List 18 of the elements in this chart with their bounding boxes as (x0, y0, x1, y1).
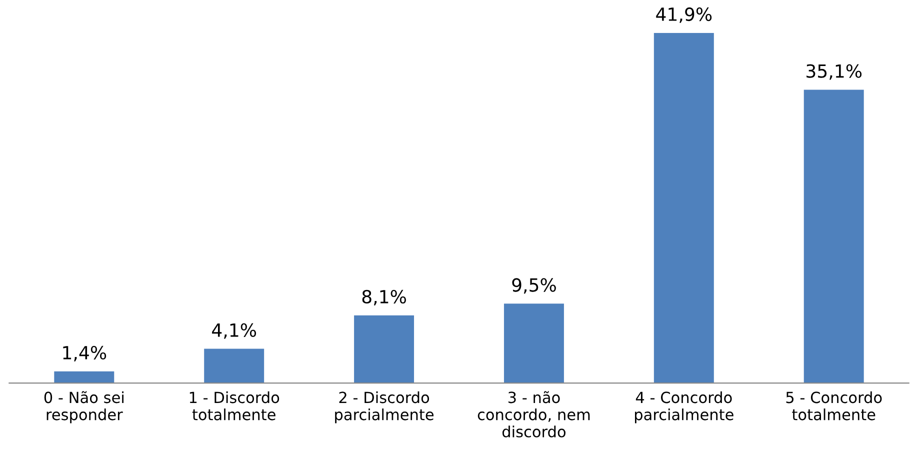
data-label: 35,1% (806, 64, 862, 80)
data-label: 4,1% (212, 323, 256, 339)
x-tick-label: 4 - Concordo parcialmente (634, 391, 734, 424)
bar (504, 304, 564, 384)
data-label: 1,4% (63, 346, 106, 362)
bar (354, 315, 414, 384)
data-label: 41,9% (656, 7, 712, 23)
x-tick-label: 2 - Discordo parcialmente (335, 391, 434, 424)
x-tick-label: 1 - Discordo totalmente (190, 391, 280, 420)
data-label: 8,1% (362, 290, 406, 306)
bar (54, 371, 114, 384)
x-tick-label: 3 - não concordo, nem discordo (478, 391, 590, 438)
bar (804, 90, 864, 384)
data-label: 9,5% (512, 278, 556, 294)
bar (654, 32, 714, 384)
x-tick-label: 0 - Não sei responder (44, 391, 124, 424)
bar (204, 348, 264, 384)
x-tick-label: 5 - Concordo totalmente (786, 391, 882, 420)
